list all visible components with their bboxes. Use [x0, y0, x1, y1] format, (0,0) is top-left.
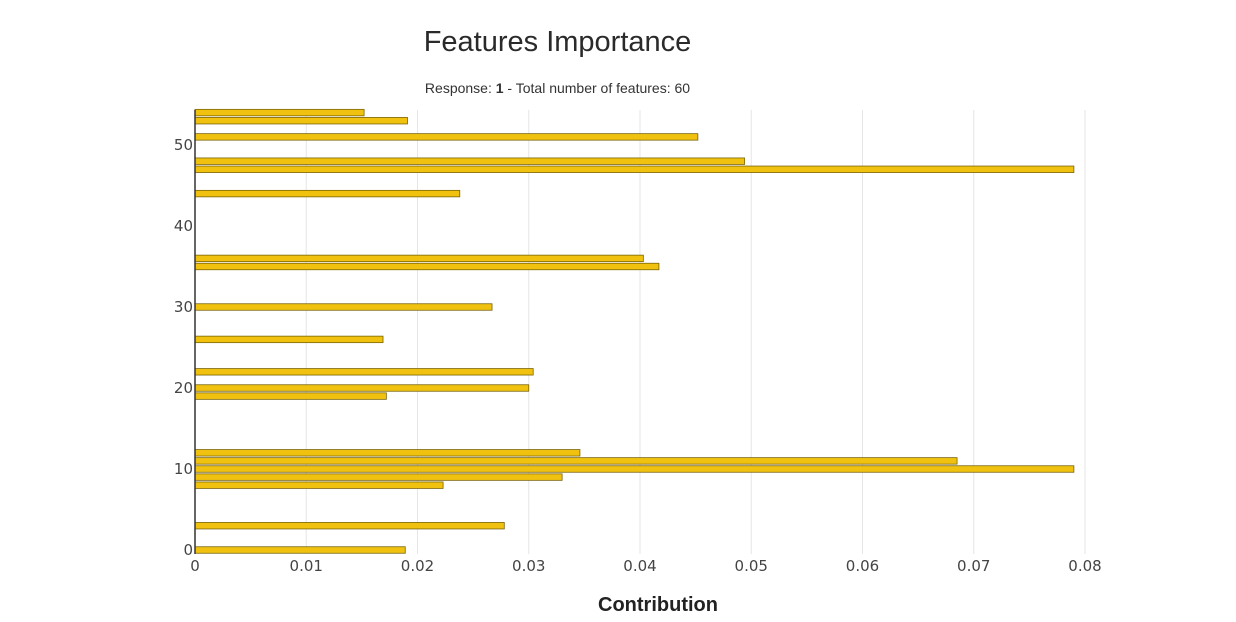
bar-feature-11[interactable] [194, 457, 958, 465]
subtitle-response-value: 1 [495, 80, 504, 96]
y-tick-labels: 0 10 20 30 40 50 [174, 136, 193, 559]
x-axis-label: Contribution [598, 594, 718, 616]
bar-feature-54[interactable] [194, 108, 365, 117]
bar-feature-12[interactable] [194, 449, 581, 457]
bar-feature-19[interactable] [194, 392, 387, 400]
y-tick-label: 30 [174, 298, 193, 316]
bars [194, 108, 1075, 554]
y-tick-label: 0 [183, 541, 193, 559]
bar-feature-10[interactable] [194, 465, 1075, 473]
y-tick-label: 40 [174, 217, 193, 235]
x-tick-label: 0.01 [290, 557, 323, 575]
x-tick-label: 0.08 [1068, 557, 1101, 575]
bar-feature-26[interactable] [194, 335, 384, 344]
chart-title: Features Importance [423, 26, 692, 58]
x-tick-label: 0.02 [401, 557, 434, 575]
bar-feature-48[interactable] [194, 157, 745, 165]
bar-feature-51[interactable] [194, 133, 699, 141]
x-tick-label: 0.04 [623, 557, 656, 575]
subtitle-prefix: Response: [424, 80, 496, 96]
y-tick-label: 20 [174, 379, 193, 397]
bar-feature-47[interactable] [194, 165, 1075, 173]
bar-feature-20[interactable] [194, 384, 530, 392]
y-tick-label: 10 [174, 460, 193, 478]
y-tick-label: 50 [174, 136, 193, 154]
bar-feature-36[interactable] [194, 254, 644, 263]
bar-feature-9[interactable] [194, 473, 563, 481]
bar-feature-3[interactable] [194, 522, 505, 530]
x-tick-label: 0.05 [735, 557, 768, 575]
bar-feature-53[interactable] [194, 117, 408, 125]
bar-feature-8[interactable] [194, 481, 444, 489]
bar-feature-22[interactable] [194, 368, 534, 376]
bar-feature-35[interactable] [194, 262, 660, 271]
chart-subtitle: Response: 1 - Total number of features: … [0, 80, 1115, 96]
subtitle-suffix: - Total number of features: 60 [503, 80, 691, 96]
bar-feature-44[interactable] [194, 189, 461, 198]
x-tick-label: 0.03 [512, 557, 545, 575]
bar-feature-0[interactable] [194, 546, 406, 554]
x-tick-label: 0.06 [846, 557, 879, 575]
bar-feature-30[interactable] [194, 303, 493, 311]
x-tick-labels: 0 0.01 0.02 0.03 0.04 0.05 0.06 0.07 0.08 [190, 557, 1101, 575]
x-tick-label: 0 [190, 557, 200, 575]
x-tick-label: 0.07 [957, 557, 990, 575]
